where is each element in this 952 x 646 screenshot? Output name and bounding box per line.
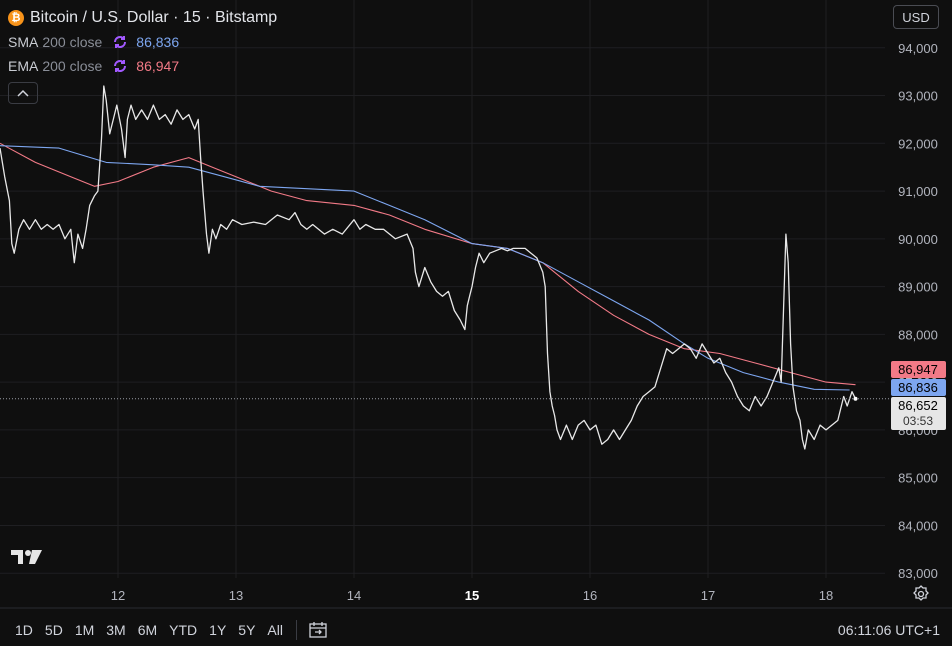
sma-param: 200 close [42, 34, 103, 50]
chart-series [0, 85, 857, 450]
clock-timezone[interactable]: 06:11:06 UTC+1 [837, 622, 940, 638]
y-tick-label-10: 93,000 [898, 89, 938, 104]
y-tick-label-9: 92,000 [898, 136, 938, 151]
sma-price-label: 86,836 [898, 380, 938, 395]
y-tick-label-1: 84,000 [898, 518, 938, 533]
symbol-title: Bitcoin / U.S. Dollar · 15 · Bitstamp [30, 9, 278, 26]
x-tick-label-4: 16 [583, 588, 597, 603]
calendar-range-icon[interactable] [307, 619, 329, 641]
refresh-icon[interactable] [112, 58, 128, 74]
sma-series-line [0, 145, 850, 391]
timeframe-3m-button[interactable]: 3M [106, 622, 126, 638]
toolbar-divider [295, 620, 297, 640]
last-price-dot [853, 396, 858, 401]
last-price-label: 86,652 [898, 398, 938, 413]
ema-value: 86,947 [136, 58, 180, 74]
timeframe-1m-button[interactable]: 1M [74, 622, 95, 638]
symbol-title-row[interactable]: ₿ Bitcoin / U.S. Dollar · 15 · Bitstamp [8, 6, 277, 30]
ema-series-line [0, 142, 856, 386]
y-tick-label-2: 85,000 [898, 471, 938, 486]
timeframe-5d-button[interactable]: 5D [44, 622, 63, 638]
x-tick-label-0: 12 [111, 588, 125, 603]
price-label-sma: 86,836 [891, 379, 946, 396]
timeframe-5y-button[interactable]: 5Y [238, 622, 256, 638]
tradingview-logo[interactable] [11, 548, 43, 571]
timeframe-6m-button[interactable]: 6M [137, 622, 158, 638]
ema-legend-row[interactable]: EMA 200 close 86,947 [8, 54, 277, 78]
sma-legend-row[interactable]: SMA 200 close 86,836 [8, 30, 277, 54]
timeframe-ytd-button[interactable]: YTD [169, 622, 198, 638]
bar-countdown-label: 03:53 [903, 414, 933, 428]
x-tick-label-1: 13 [229, 588, 243, 603]
y-tick-label-0: 83,000 [898, 566, 938, 581]
refresh-icon[interactable] [112, 34, 128, 50]
bottom-toolbar: 1D 5D 1M 3M 6M YTD 1Y 5Y All 06:11:06 UT… [0, 614, 952, 646]
ema-price-label: 86,947 [898, 362, 938, 377]
timeframe-all-button[interactable]: All [267, 622, 283, 638]
chevron-up-icon [17, 89, 29, 97]
price-label-ema: 86,947 [891, 361, 946, 378]
y-axis: 83,00084,00085,00086,00087,00088,00089,0… [898, 41, 938, 581]
bitcoin-icon: ₿ [8, 10, 24, 26]
y-tick-label-5: 88,000 [898, 327, 938, 342]
price-series-line [0, 85, 857, 450]
y-tick-label-6: 89,000 [898, 280, 938, 295]
collapse-legend-button[interactable] [8, 82, 38, 104]
x-tick-label-6: 18 [819, 588, 833, 603]
x-tick-label-3: 15 [465, 588, 479, 603]
price-label-last: 86,652 03:53 [891, 397, 946, 430]
currency-button[interactable]: USD [893, 5, 939, 29]
chart-grid [0, 0, 885, 578]
sma-name: SMA [8, 34, 39, 50]
settings-icon[interactable] [912, 585, 930, 608]
x-axis: 12 13 14 15 16 17 18 [0, 588, 952, 609]
ema-param: 200 close [42, 58, 103, 74]
y-tick-label-8: 91,000 [898, 184, 938, 199]
timeframe-1y-button[interactable]: 1Y [209, 622, 227, 638]
x-tick-label-5: 17 [701, 588, 715, 603]
y-tick-label-7: 90,000 [898, 232, 938, 247]
y-tick-label-11: 94,000 [898, 41, 938, 56]
x-tick-label-2: 14 [347, 588, 361, 603]
ema-name: EMA [8, 58, 39, 74]
timeframe-1d-button[interactable]: 1D [15, 622, 33, 638]
sma-value: 86,836 [136, 34, 180, 50]
chart-legend: ₿ Bitcoin / U.S. Dollar · 15 · Bitstamp … [8, 6, 277, 104]
